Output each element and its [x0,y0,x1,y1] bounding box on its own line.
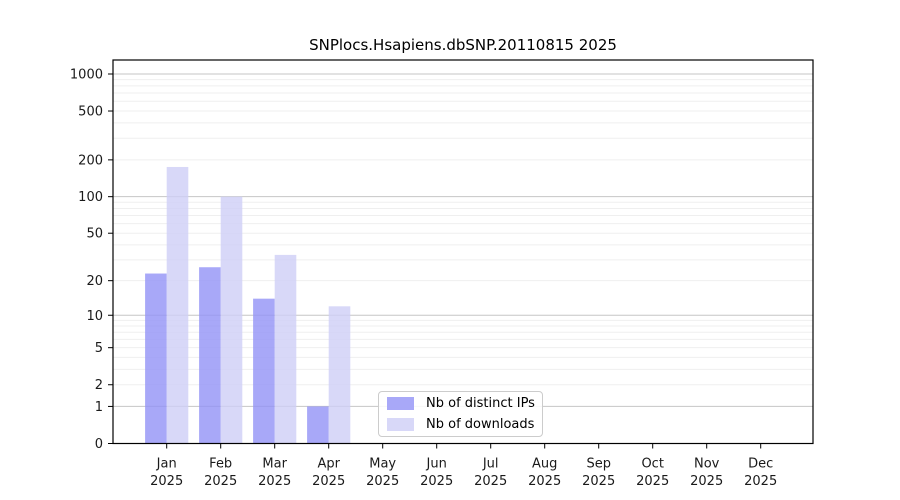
bar-downloads-feb [220,196,243,444]
bar-downloads-apr [328,306,351,444]
y-tick-label: 5 [95,341,103,356]
legend-row-distinct-ips: Nb of distinct IPs [387,396,535,411]
y-tick-label: 1000 [70,68,103,83]
x-tick-label-month: Mar [262,457,287,472]
y-tick-label: 2 [95,378,103,393]
x-tick-label-month: Apr [317,457,340,472]
legend-row-downloads: Nb of downloads [387,417,534,432]
y-tick-label: 1 [95,400,103,415]
x-tick-label-month: Jul [482,457,499,472]
x-tick-label-year: 2025 [474,474,507,489]
distinct-ips-swatch [387,397,414,410]
y-tick-label: 500 [78,105,103,120]
x-tick-label-year: 2025 [150,474,183,489]
x-tick-label-year: 2025 [258,474,291,489]
x-tick-label-year: 2025 [528,474,561,489]
bar-distinct-ips-mar [253,298,275,444]
x-tick-label-year: 2025 [204,474,237,489]
x-tick-label-year: 2025 [312,474,345,489]
y-tick-label: 200 [78,153,103,168]
bar-distinct-ips-jan [145,273,167,444]
y-tick-label: 10 [86,309,103,324]
axis-frame [112,59,814,445]
downloads-label: Nb of downloads [426,417,535,432]
x-tick-label-year: 2025 [744,474,777,489]
x-tick-label-month: Aug [532,457,557,472]
x-tick-label-year: 2025 [636,474,669,489]
legend: Nb of distinct IPs Nb of downloads [378,391,543,437]
distinct-ips-label: Nb of distinct IPs [426,396,535,411]
chart-title: SNPlocs.Hsapiens.dbSNP.20110815 2025 [309,36,617,54]
x-tick-label-month: May [369,457,396,472]
x-tick-label-month: Sep [586,457,611,472]
x-tick-label-year: 2025 [420,474,453,489]
x-tick-label-year: 2025 [366,474,399,489]
x-tick-label-month: Nov [694,457,720,472]
x-tick-label-month: Feb [209,457,232,472]
bar-distinct-ips-feb [199,267,221,444]
y-tick-label: 20 [86,274,103,289]
y-tick-label: 100 [78,190,103,205]
bar-distinct-ips-apr [307,406,329,444]
x-tick-label-month: Jan [156,457,177,472]
bar-downloads-mar [274,254,297,444]
x-tick-label-month: Dec [748,457,773,472]
bar-downloads-jan [166,166,189,444]
downloads-swatch [387,418,414,431]
x-tick-label-year: 2025 [582,474,615,489]
x-tick-label-month: Jun [426,457,447,472]
y-tick-label: 50 [86,227,103,242]
x-tick-label-year: 2025 [690,474,723,489]
x-tick-label-month: Oct [641,457,663,472]
y-tick-label: 0 [95,437,103,452]
